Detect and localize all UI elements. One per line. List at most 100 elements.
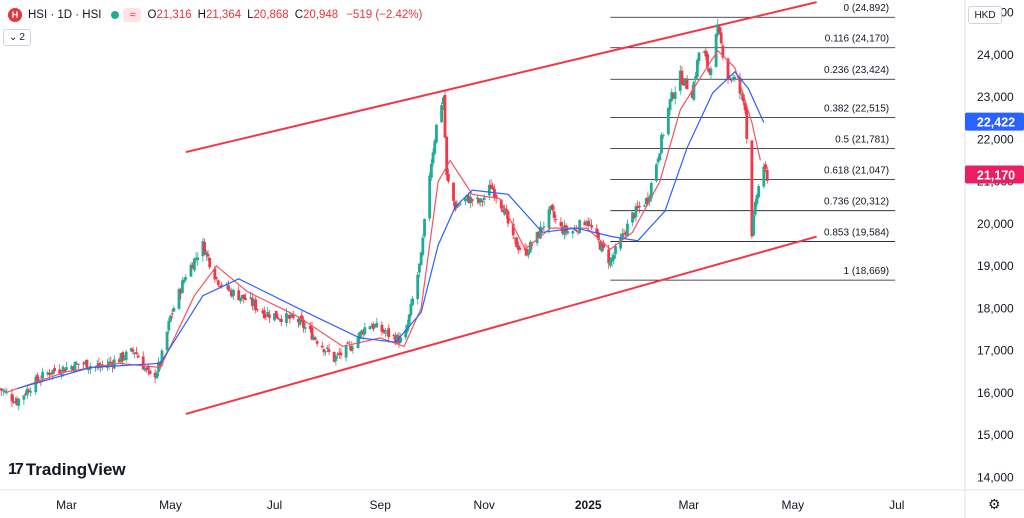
symbol-label[interactable]: HSI · 1D · HSI bbox=[28, 9, 102, 21]
candle-body bbox=[762, 166, 766, 187]
candle-body bbox=[673, 92, 677, 99]
candle-body bbox=[49, 372, 53, 374]
candle-body bbox=[264, 315, 268, 317]
candle-body bbox=[107, 361, 111, 366]
x-tick-label: Sep bbox=[370, 498, 392, 512]
candle-body bbox=[192, 258, 196, 271]
candle-body bbox=[123, 358, 126, 360]
indicator-count: 2 bbox=[19, 32, 25, 43]
candle-body bbox=[559, 221, 563, 227]
candle-body bbox=[227, 285, 230, 291]
candle-body bbox=[10, 394, 14, 402]
candle-body bbox=[598, 241, 602, 250]
candle-body bbox=[634, 206, 638, 218]
candle-body bbox=[191, 264, 195, 269]
ohlc-values: O21,316 H21,364 L20,868 C20,948 −519 (−2… bbox=[147, 9, 423, 21]
candle-body bbox=[726, 58, 730, 79]
candle-body bbox=[279, 318, 283, 322]
candle-body bbox=[134, 352, 138, 355]
candle-body bbox=[325, 347, 329, 350]
candle-body bbox=[387, 328, 391, 338]
candle-body bbox=[656, 158, 660, 163]
candle-body bbox=[85, 359, 89, 370]
candle-body bbox=[395, 334, 399, 343]
candle-body bbox=[547, 209, 551, 229]
candle-body bbox=[632, 213, 636, 218]
candle-body bbox=[464, 198, 467, 202]
candle-body bbox=[303, 327, 307, 329]
candle-body bbox=[133, 352, 137, 355]
candle-body bbox=[668, 99, 672, 111]
candle-body bbox=[308, 325, 312, 330]
candle-body bbox=[513, 237, 517, 239]
y-tick-label: 18,000 bbox=[977, 301, 1014, 315]
candle-body bbox=[573, 228, 576, 231]
candle-body bbox=[194, 257, 198, 259]
candle-body bbox=[363, 327, 367, 335]
candle-body bbox=[70, 366, 74, 370]
candle-body bbox=[2, 390, 5, 392]
price-tag-ma bbox=[965, 112, 1024, 131]
candle-body bbox=[551, 204, 554, 211]
candle-body bbox=[694, 76, 698, 80]
candle-body bbox=[741, 94, 745, 102]
candle-body bbox=[636, 205, 640, 209]
candle-body bbox=[203, 242, 206, 255]
candle-body bbox=[291, 315, 295, 318]
candle-body bbox=[160, 350, 164, 366]
y-tick-label: 17,000 bbox=[977, 344, 1014, 358]
candle-body bbox=[109, 361, 113, 363]
settings-gear-icon[interactable]: ⚙ bbox=[988, 496, 1001, 512]
candle-body bbox=[481, 201, 484, 203]
candle-body bbox=[220, 284, 224, 286]
candle-body bbox=[339, 352, 343, 356]
candle-body bbox=[172, 307, 176, 312]
candle-body bbox=[216, 280, 220, 285]
candle-body bbox=[745, 110, 749, 139]
candle-body bbox=[487, 184, 491, 196]
tradingview-logo[interactable]: 17 TradingView bbox=[8, 460, 126, 480]
candle-body bbox=[119, 353, 123, 363]
candle-body bbox=[46, 372, 50, 375]
candle-body bbox=[706, 53, 709, 68]
candle-body bbox=[41, 372, 45, 379]
candle-body bbox=[29, 391, 33, 393]
y-tick-label: 16,000 bbox=[977, 386, 1014, 400]
candle-body bbox=[169, 315, 172, 322]
currency-label[interactable]: HKD bbox=[968, 6, 1002, 24]
candle-body bbox=[51, 369, 55, 375]
candle-body bbox=[336, 354, 339, 356]
candle-body bbox=[506, 211, 510, 224]
candle-body bbox=[458, 203, 462, 205]
candle-body bbox=[61, 366, 65, 373]
candle-body bbox=[670, 92, 674, 101]
candle-body bbox=[685, 79, 689, 90]
x-tick-label: Jul bbox=[267, 498, 282, 512]
candle-body bbox=[447, 173, 450, 182]
candle-body bbox=[614, 246, 617, 255]
candle-body bbox=[262, 310, 266, 319]
x-tick-label: 2025 bbox=[575, 498, 602, 512]
candle-body bbox=[624, 232, 628, 235]
candle-body bbox=[201, 241, 205, 257]
candle-body bbox=[602, 242, 605, 248]
indicators-toggle-button[interactable]: ⌄ 2 bbox=[3, 29, 31, 46]
candle-body bbox=[678, 70, 682, 91]
compare-icon[interactable]: ≈ bbox=[123, 8, 142, 22]
candle-body bbox=[17, 398, 21, 406]
candle-body bbox=[213, 268, 217, 280]
candle-body bbox=[441, 97, 445, 105]
candle-body bbox=[181, 280, 184, 294]
candle-body bbox=[620, 233, 624, 238]
x-tick-label: May bbox=[159, 498, 182, 512]
candle-body bbox=[648, 196, 651, 202]
y-tick-label: 19,000 bbox=[977, 259, 1014, 273]
candle-body bbox=[637, 205, 641, 208]
candle-body bbox=[83, 361, 87, 364]
candle-body bbox=[535, 232, 539, 244]
candle-body bbox=[129, 348, 133, 352]
candle-body bbox=[320, 345, 324, 348]
candle-body bbox=[549, 205, 553, 210]
candle-body bbox=[467, 196, 471, 204]
